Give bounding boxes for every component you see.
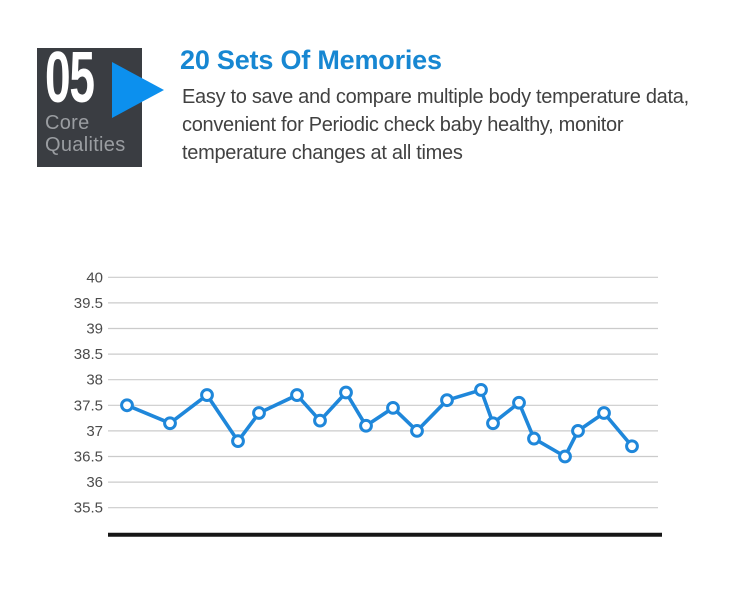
description-line-3: temperature changes at all times: [182, 142, 463, 164]
data-point-marker: [163, 416, 177, 431]
y-axis-tick-label: 38.5: [74, 346, 103, 363]
data-point-marker: [474, 383, 488, 397]
data-point-marker: [512, 395, 526, 410]
data-point-marker: [527, 431, 541, 446]
badge-number: 05: [45, 38, 95, 118]
data-point-marker: [200, 388, 214, 402]
section-description: Easy to save and compare multiple body t…: [182, 83, 689, 167]
arrow-right-icon: [112, 62, 164, 118]
data-point-marker: [410, 424, 424, 438]
data-point-marker: [558, 449, 572, 464]
badge-label-line-1: Core: [45, 112, 90, 134]
y-axis-tick-label: 37: [86, 423, 103, 440]
badge-labels: Core Qualities: [45, 112, 126, 156]
data-point-marker: [339, 385, 353, 400]
y-axis-tick-label: 39: [86, 321, 103, 338]
section-title: 20 Sets Of Memories: [180, 45, 442, 75]
description-line-1: Easy to save and compare multiple body t…: [182, 86, 689, 108]
description-line-2: convenient for Periodic check baby healt…: [182, 114, 624, 136]
data-point-marker: [290, 388, 304, 402]
data-point-marker: [313, 413, 327, 428]
data-point-marker: [359, 418, 373, 433]
data-point-marker: [440, 393, 454, 408]
y-axis-tick-label: 36: [86, 474, 103, 491]
y-axis-tick-label: 37.5: [74, 397, 103, 414]
data-point-marker: [625, 439, 639, 454]
badge-label-line-2: Qualities: [45, 134, 126, 156]
data-point-marker: [486, 416, 500, 431]
data-point-marker: [597, 406, 611, 420]
data-point-marker: [120, 398, 134, 413]
y-axis-tick-label: 36.5: [74, 449, 103, 466]
y-axis-tick-label: 40: [86, 269, 103, 286]
y-axis-tick-label: 35.5: [74, 500, 103, 517]
y-axis-tick-label: 38: [86, 372, 103, 389]
temperature-line: [125, 388, 634, 459]
data-point-marker: [386, 400, 400, 415]
data-point-marker: [252, 406, 266, 420]
data-point-marker: [231, 434, 245, 449]
data-point-marker: [571, 424, 585, 438]
y-axis-tick-label: 39.5: [74, 295, 103, 312]
